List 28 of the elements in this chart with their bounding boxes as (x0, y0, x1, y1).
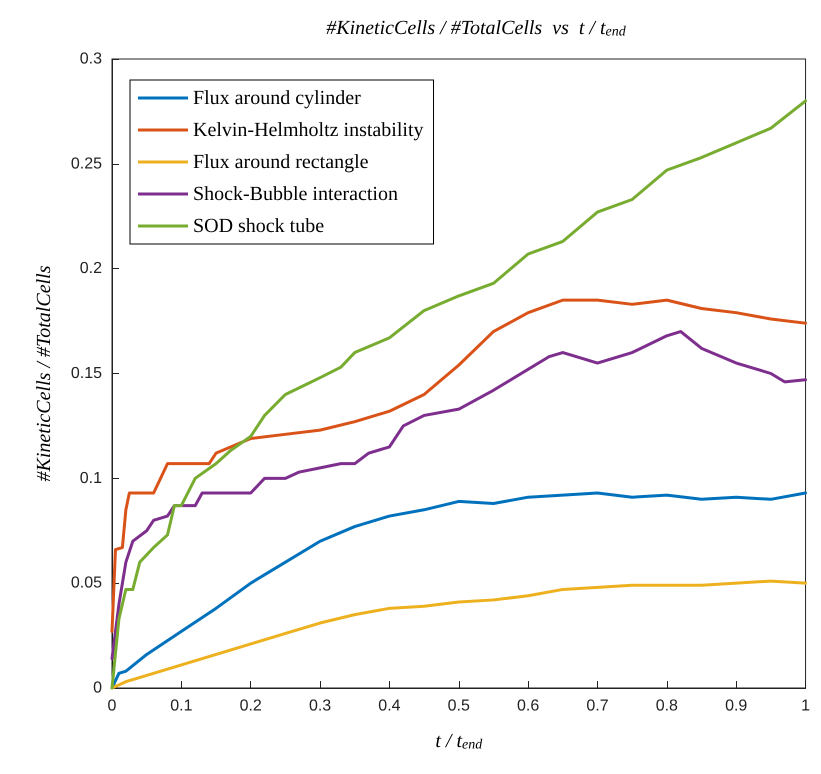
y-tick-label: 0.3 (80, 50, 102, 68)
x-tick-label: 0.9 (725, 698, 748, 714)
x-tick-label: 0.6 (517, 698, 540, 714)
line-series (110, 298, 808, 633)
chart-title: #KineticCells / #TotalCells vs t / tend (326, 17, 627, 40)
y-tick-label: 0.1 (80, 470, 102, 487)
legend-label: Flux around cylinder (193, 87, 362, 109)
x-tick-label: 0.1 (170, 698, 193, 714)
y-axis-title: #KineticCells / #TotalCells (33, 265, 55, 482)
line-series (110, 330, 808, 660)
y-tick-label: 0.15 (70, 365, 102, 382)
x-tick-label: 0.3 (308, 698, 332, 714)
legend-label: SOD shock tube (193, 215, 324, 237)
y-tick-label: 0.25 (70, 155, 102, 172)
x-tick-label: 0.4 (378, 698, 401, 714)
y-tick-label: 0.2 (80, 260, 102, 278)
x-tick-label: 0.5 (448, 698, 470, 714)
y-tick-label: 0 (93, 680, 102, 696)
y-tick-label: 0.05 (70, 574, 102, 592)
x-tick-label: 0 (108, 698, 117, 714)
x-tick-label: 1 (801, 698, 810, 714)
legend-label: Flux around rectangle (193, 151, 369, 173)
legend-label: Kelvin-Helmholtz instability (193, 119, 424, 141)
legend-label: Shock-Bubble interaction (193, 183, 398, 205)
x-tick-label: 0.7 (586, 698, 609, 714)
x-tick-label: 0.8 (656, 698, 678, 714)
x-axis-title: t / tend (435, 730, 484, 752)
x-tick-label: 0.2 (240, 698, 262, 714)
